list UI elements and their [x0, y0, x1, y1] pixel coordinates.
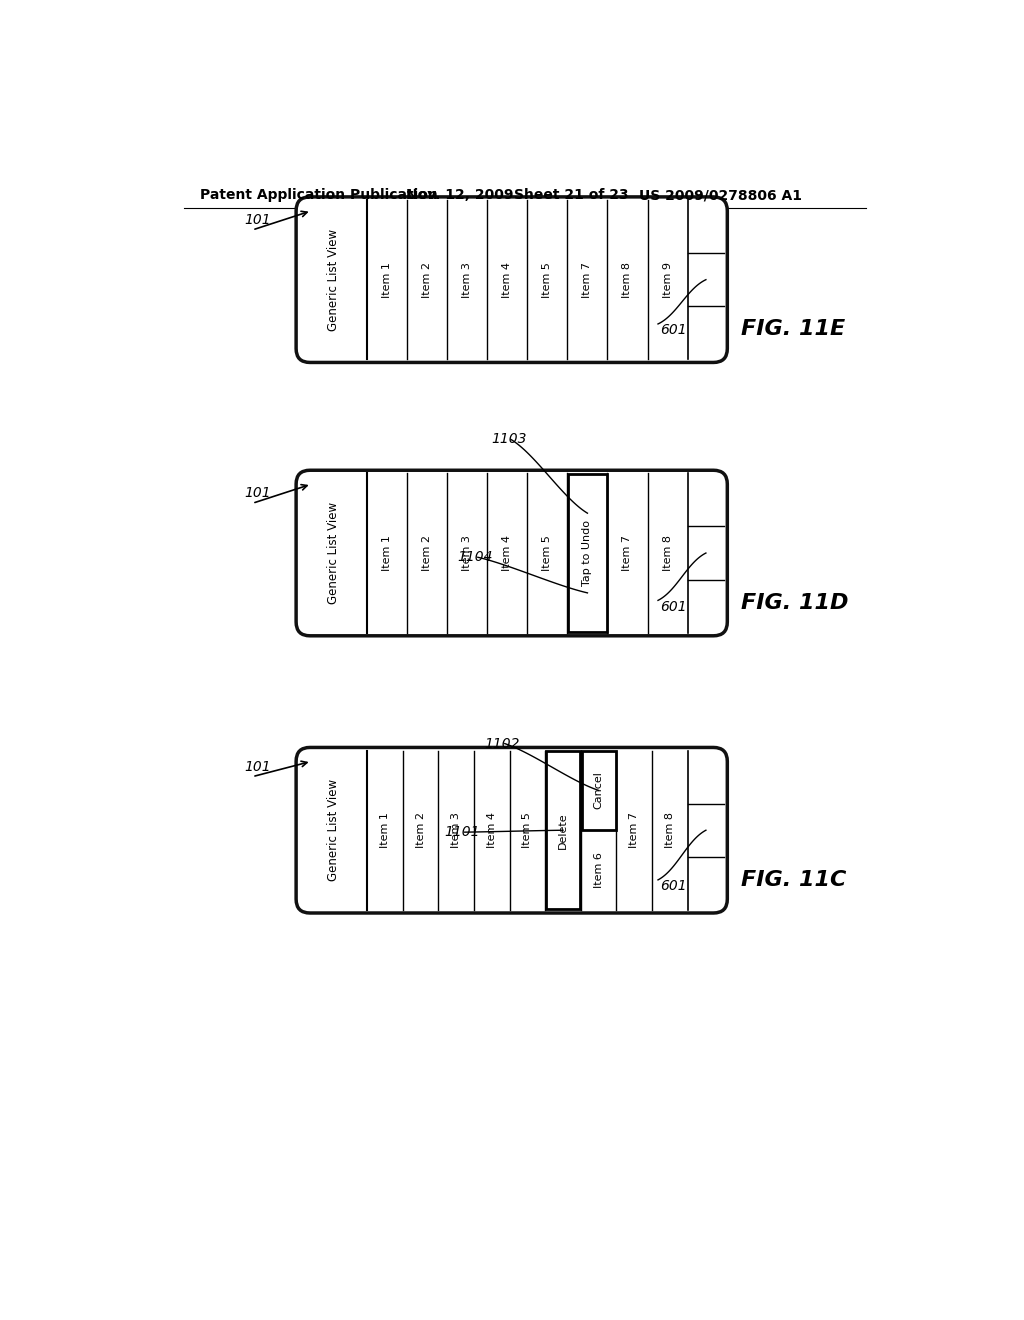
- Text: 101: 101: [245, 759, 271, 774]
- Text: 601: 601: [660, 599, 687, 614]
- Text: Item 4: Item 4: [486, 812, 497, 849]
- Text: Cancel: Cancel: [594, 771, 603, 809]
- Text: FIG. 11D: FIG. 11D: [741, 593, 849, 612]
- Text: Item 8: Item 8: [663, 535, 673, 572]
- Text: FIG. 11C: FIG. 11C: [741, 870, 847, 890]
- Text: 1103: 1103: [490, 433, 526, 446]
- Text: Generic List View: Generic List View: [327, 779, 340, 882]
- Text: Item 8: Item 8: [665, 812, 675, 849]
- Text: Item 4: Item 4: [503, 261, 512, 298]
- Text: Tap to Undo: Tap to Undo: [583, 520, 593, 586]
- Text: Nov. 12, 2009: Nov. 12, 2009: [407, 189, 514, 202]
- Text: Item 4: Item 4: [503, 535, 512, 572]
- Text: Item 3: Item 3: [452, 812, 461, 849]
- Text: Item 5: Item 5: [543, 535, 552, 572]
- Text: Sheet 21 of 23: Sheet 21 of 23: [514, 189, 629, 202]
- Text: Item 5: Item 5: [543, 261, 552, 297]
- Text: Item 6: Item 6: [594, 853, 603, 888]
- Text: Item 2: Item 2: [422, 261, 432, 298]
- Text: Delete: Delete: [558, 812, 568, 849]
- Text: Item 1: Item 1: [382, 261, 392, 297]
- FancyBboxPatch shape: [296, 470, 727, 636]
- FancyBboxPatch shape: [296, 747, 727, 913]
- Text: Item 3: Item 3: [462, 535, 472, 572]
- Text: Item 7: Item 7: [623, 535, 633, 572]
- Text: Generic List View: Generic List View: [327, 502, 340, 605]
- Text: 601: 601: [660, 323, 687, 337]
- Text: Item 3: Item 3: [462, 261, 472, 297]
- Text: Item 5: Item 5: [522, 812, 532, 849]
- Text: 1102: 1102: [484, 737, 520, 751]
- Text: Item 7: Item 7: [583, 261, 593, 298]
- Text: 601: 601: [660, 879, 687, 894]
- Text: Patent Application Publication: Patent Application Publication: [200, 189, 437, 202]
- FancyBboxPatch shape: [568, 474, 606, 632]
- Text: 1104: 1104: [458, 550, 494, 564]
- Text: Item 1: Item 1: [380, 812, 390, 849]
- FancyBboxPatch shape: [296, 197, 727, 363]
- Text: US 2009/0278806 A1: US 2009/0278806 A1: [639, 189, 802, 202]
- Text: Item 2: Item 2: [416, 812, 426, 849]
- Text: Item 2: Item 2: [422, 535, 432, 572]
- FancyBboxPatch shape: [582, 751, 615, 830]
- Text: 101: 101: [245, 486, 271, 500]
- FancyBboxPatch shape: [546, 751, 580, 909]
- Text: 101: 101: [245, 213, 271, 227]
- Text: Item 8: Item 8: [623, 261, 633, 298]
- Text: Item 9: Item 9: [663, 261, 673, 298]
- Text: Generic List View: Generic List View: [327, 228, 340, 331]
- Text: Item 7: Item 7: [629, 812, 639, 849]
- Text: 1101: 1101: [444, 825, 480, 840]
- Text: FIG. 11E: FIG. 11E: [741, 319, 846, 339]
- Text: Item 1: Item 1: [382, 535, 392, 572]
